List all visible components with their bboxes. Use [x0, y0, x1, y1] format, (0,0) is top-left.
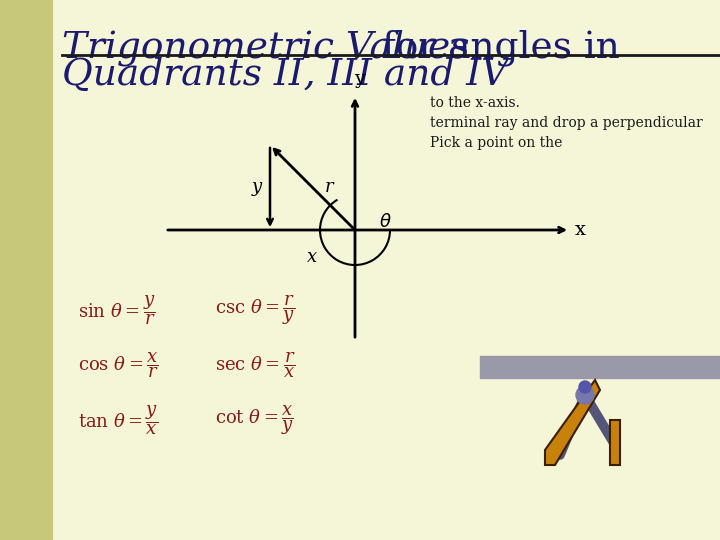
Text: $\cot\,\theta = \dfrac{x}{y}$: $\cot\,\theta = \dfrac{x}{y}$	[215, 403, 294, 437]
Text: terminal ray and drop a perpendicular: terminal ray and drop a perpendicular	[430, 116, 703, 130]
Text: $\sec\,\theta = \dfrac{r}{x}$: $\sec\,\theta = \dfrac{r}{x}$	[215, 350, 296, 380]
Circle shape	[579, 381, 591, 393]
Text: to the x-axis.: to the x-axis.	[430, 96, 520, 110]
Bar	[480, 356, 720, 378]
Text: y: y	[252, 179, 262, 197]
Text: y: y	[354, 70, 366, 88]
Text: $\cos\,\theta = \dfrac{x}{r}$: $\cos\,\theta = \dfrac{x}{r}$	[78, 350, 159, 380]
Text: Quadrants II, III and IV: Quadrants II, III and IV	[62, 57, 508, 93]
Polygon shape	[610, 420, 620, 465]
Text: $\tan\,\theta = \dfrac{y}{x}$: $\tan\,\theta = \dfrac{y}{x}$	[78, 403, 158, 437]
Text: r: r	[325, 179, 333, 197]
Bar	[0, 0, 52, 540]
Text: for angles in: for angles in	[370, 30, 620, 66]
Text: x: x	[575, 221, 586, 239]
Text: x: x	[307, 248, 318, 266]
Text: $\theta$: $\theta$	[379, 213, 392, 231]
Text: Trigonometric Values: Trigonometric Values	[62, 30, 469, 66]
Text: $\sin\,\theta = \dfrac{y}{r}$: $\sin\,\theta = \dfrac{y}{r}$	[78, 293, 156, 327]
Text: Pick a point on the: Pick a point on the	[430, 136, 562, 150]
Circle shape	[576, 386, 594, 404]
Polygon shape	[545, 380, 600, 465]
Text: $\csc\,\theta = \dfrac{r}{y}$: $\csc\,\theta = \dfrac{r}{y}$	[215, 293, 295, 327]
